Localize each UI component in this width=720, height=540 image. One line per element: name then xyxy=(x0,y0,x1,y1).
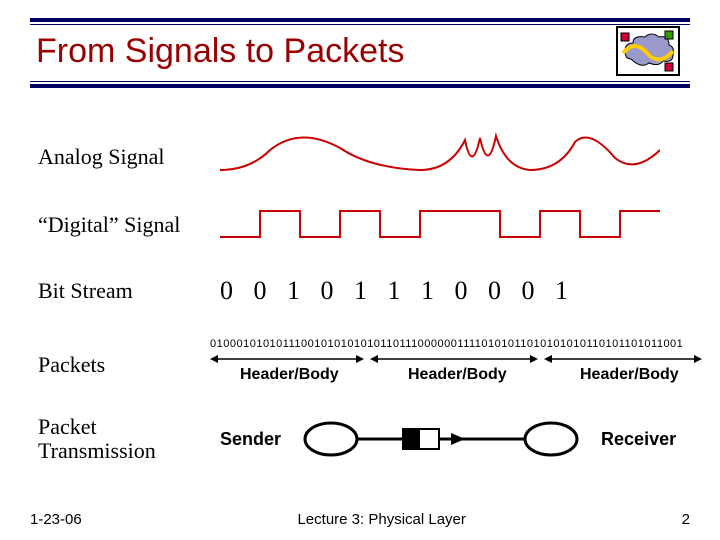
bitstream-content: 0 0 1 0 1 1 1 0 0 0 1 xyxy=(220,276,690,306)
row-packets: Packets 01000101010111001010101010110111… xyxy=(30,333,690,397)
title-bar: From Signals to Packets xyxy=(30,18,690,88)
row-bitstream: Bit Stream 0 0 1 0 1 1 1 0 0 0 1 xyxy=(30,267,690,315)
row-tx: Packet Transmission Sender Receiver xyxy=(30,415,690,463)
label-bitstream: Bit Stream xyxy=(30,278,220,304)
packet-binary: 0100010101011100101010101011011100000011… xyxy=(210,338,690,350)
label-tx: Packet Transmission xyxy=(30,415,220,463)
packet-segments: Header/Body Header/Body Header/Body xyxy=(220,352,690,392)
label-digital: “Digital” Signal xyxy=(30,212,220,238)
title-rule-bottom xyxy=(30,81,690,88)
analog-signal xyxy=(220,130,690,183)
row-analog: Analog Signal xyxy=(30,130,690,183)
title-rule-top xyxy=(30,18,690,25)
tx-receiver-label: Receiver xyxy=(601,429,676,450)
tx-diagram xyxy=(291,419,591,459)
bit-values: 0 0 1 0 1 1 1 0 0 0 1 xyxy=(220,276,690,306)
row-digital: “Digital” Signal xyxy=(30,201,690,249)
footer-page: 2 xyxy=(682,511,690,528)
hb-label-2: Header/Body xyxy=(580,366,679,384)
diagram-rows: Analog Signal “Digital” Signal Bit Strea… xyxy=(30,130,690,481)
tx-sender-label: Sender xyxy=(220,429,281,450)
page-title: From Signals to Packets xyxy=(36,32,404,71)
packets-content: 0100010101011100101010101011011100000011… xyxy=(220,338,690,392)
hb-label-0: Header/Body xyxy=(240,366,339,384)
footer: 1-23-06 Lecture 3: Physical Layer 2 xyxy=(30,511,690,528)
tx-content: Sender Receiver xyxy=(220,419,690,459)
footer-title: Lecture 3: Physical Layer xyxy=(297,511,465,528)
cloud-icon xyxy=(619,29,677,73)
label-packets: Packets xyxy=(30,352,220,378)
label-analog: Analog Signal xyxy=(30,144,220,170)
hb-label-1: Header/Body xyxy=(408,366,507,384)
network-logo xyxy=(616,26,680,76)
footer-date: 1-23-06 xyxy=(30,511,82,528)
digital-signal xyxy=(220,203,690,248)
